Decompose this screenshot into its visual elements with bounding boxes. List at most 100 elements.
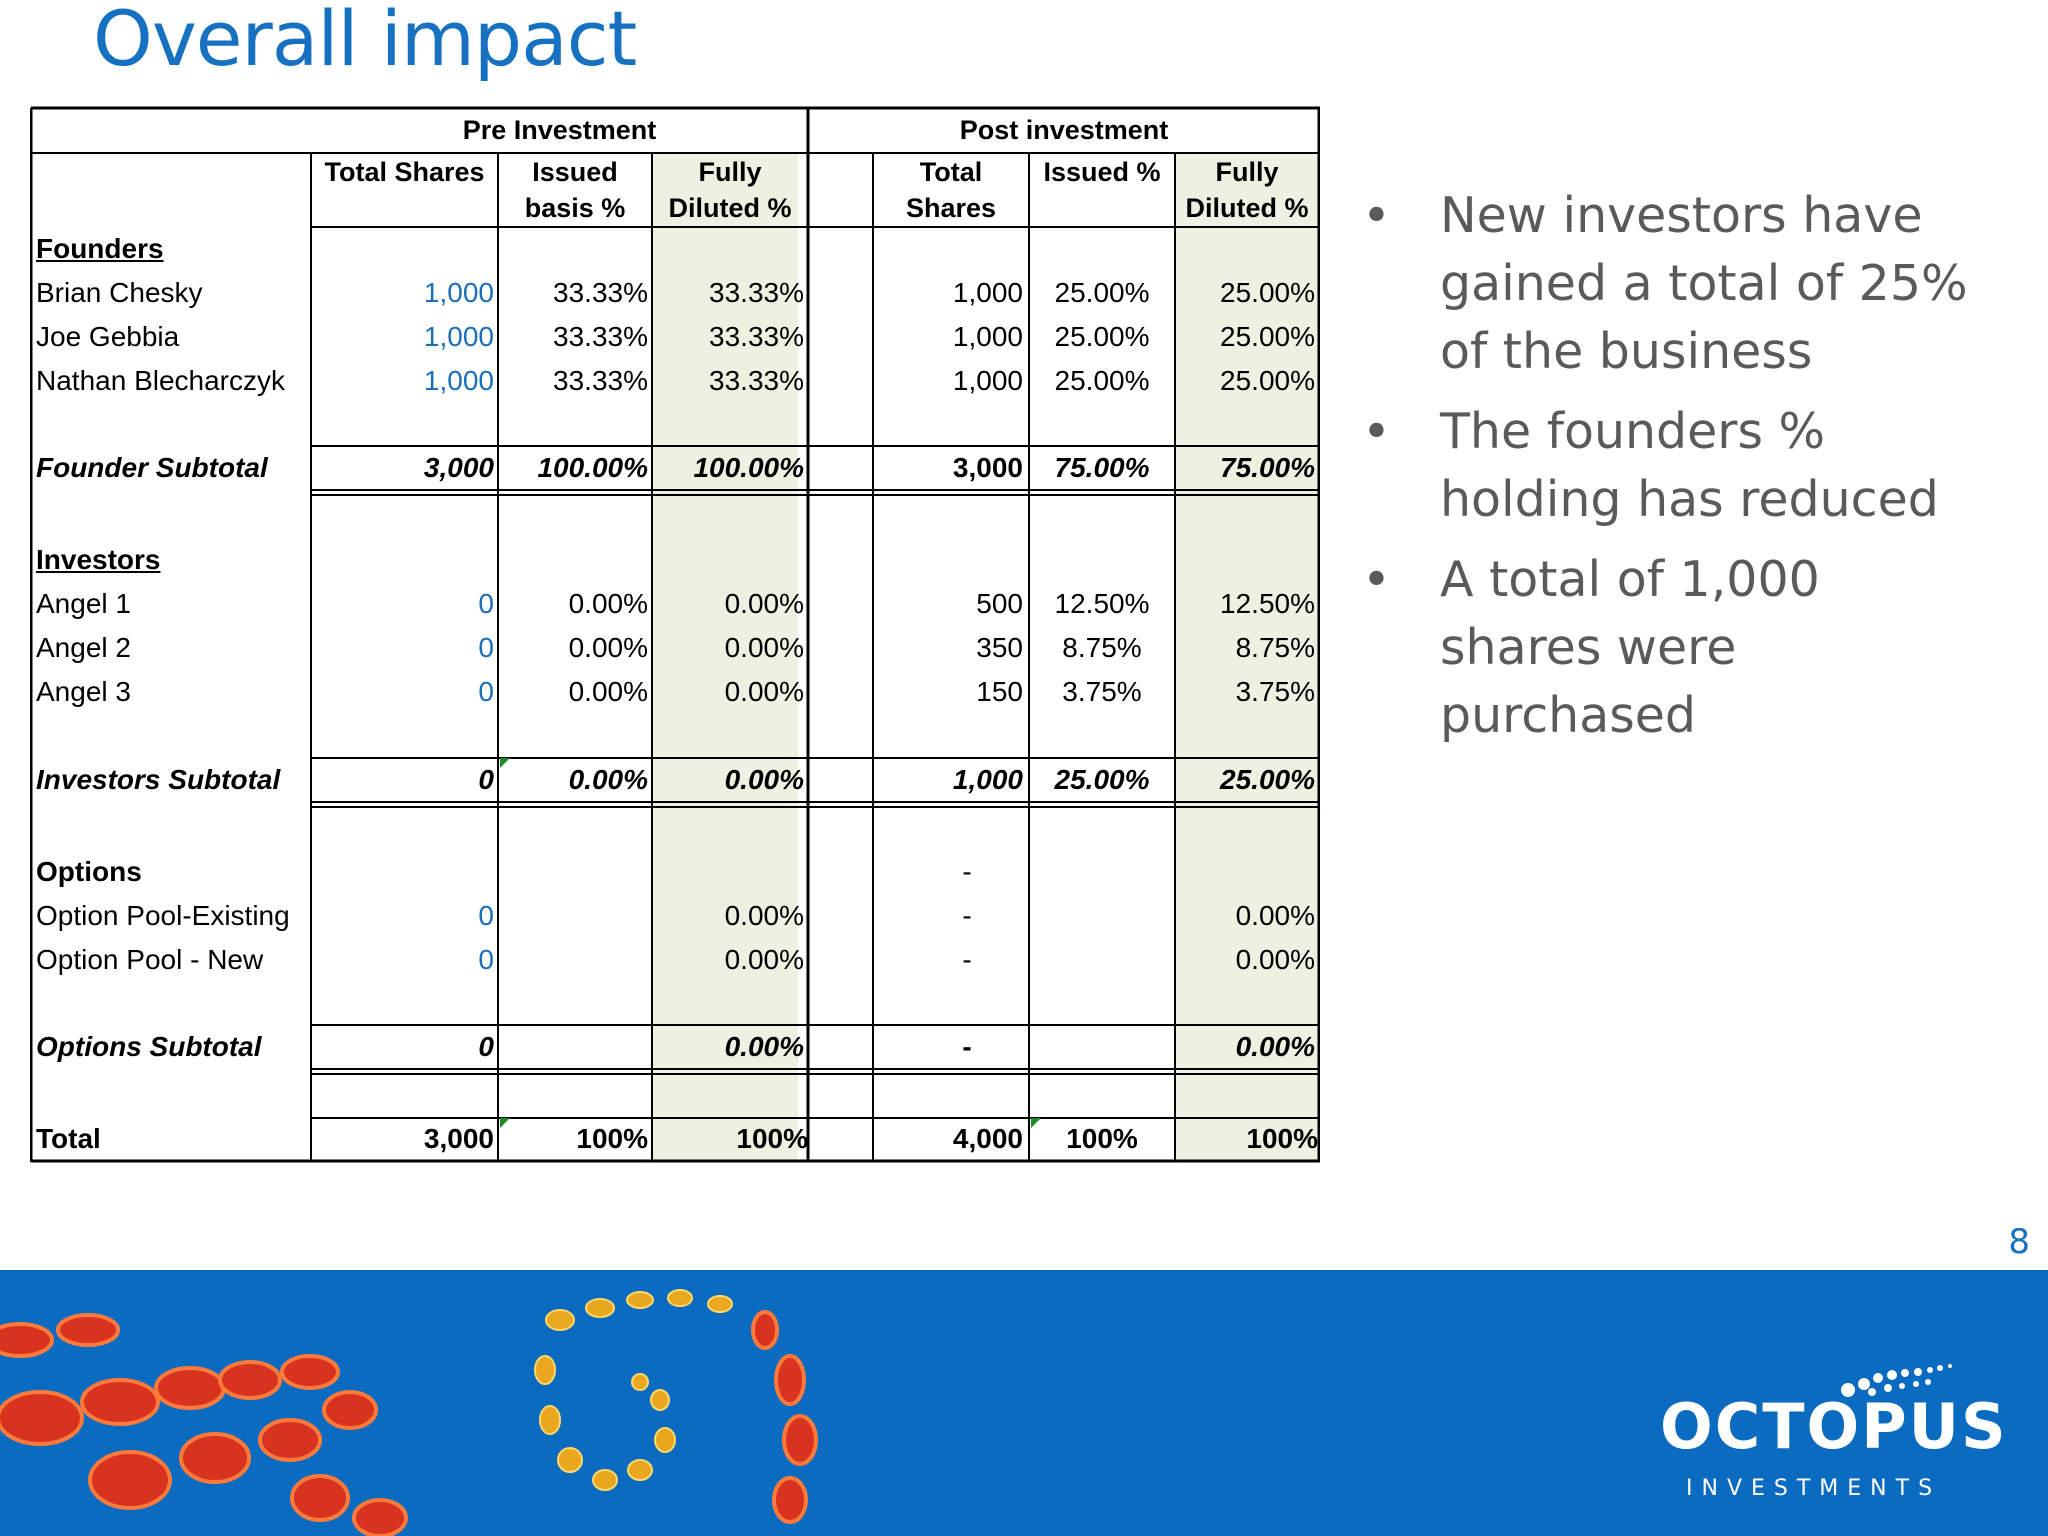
- cell-pre-fd: 0.00%: [724, 1031, 804, 1062]
- bullet-item: • New investors have gained a total of 25…: [1360, 182, 1980, 386]
- cell-post-issued: 100%: [1066, 1123, 1138, 1154]
- cell-post-issued: 12.50%: [1054, 588, 1150, 619]
- cap-table: Pre Investment Post investment Total Sha…: [30, 106, 1320, 1164]
- cell-post-shares: -: [962, 1031, 972, 1062]
- post-investment-header: Post investment: [959, 115, 1169, 145]
- section-founders: Founders: [36, 233, 164, 264]
- row-label: Joe Gebbia: [36, 321, 180, 352]
- cell-pre-shares: 3,000: [423, 452, 494, 483]
- cell-pre-fd: 100.00%: [693, 452, 804, 483]
- col-pre-issued-line1: Issued: [532, 157, 618, 187]
- pre-investment-header: Pre Investment: [462, 115, 657, 145]
- cell-pre-issued: 0.00%: [568, 588, 648, 619]
- cell-post-fd: 100%: [1246, 1123, 1318, 1154]
- cell-post-fd: 75.00%: [1220, 452, 1315, 483]
- cell-post-shares: 4,000: [952, 1123, 1023, 1154]
- cell-pre-fd: 33.33%: [709, 277, 804, 308]
- row-label-subtotal: Options Subtotal: [36, 1031, 262, 1062]
- cell-pre-issued: 33.33%: [553, 277, 648, 308]
- cell-pre-issued: 0.00%: [568, 632, 648, 663]
- cell-pre-fd: 0.00%: [724, 764, 804, 795]
- col-post-fd-line2: Diluted %: [1185, 193, 1309, 223]
- row-label-subtotal: Founder Subtotal: [36, 452, 268, 483]
- cell-post-fd: 8.75%: [1235, 632, 1315, 663]
- cell-pre-shares: 0: [478, 900, 494, 931]
- cell-pre-fd: 0.00%: [724, 632, 804, 663]
- cell-pre-shares: 0: [478, 764, 494, 795]
- section-options: Options: [36, 856, 142, 887]
- cell-post-shares: -: [962, 856, 972, 887]
- cell-pre-shares: 1,000: [423, 277, 494, 308]
- cell-post-fd: 25.00%: [1220, 764, 1315, 795]
- row-label: Nathan Blecharczyk: [36, 365, 286, 396]
- cell-pre-shares: 0: [478, 1031, 494, 1062]
- cell-pre-shares: 0: [478, 588, 494, 619]
- logo-bubbles-icon: [1841, 1364, 1952, 1397]
- cell-post-fd: 0.00%: [1235, 1031, 1315, 1062]
- cell-pre-issued: 0.00%: [568, 676, 648, 707]
- cell-pre-shares: 0: [478, 632, 494, 663]
- bullet-dot: •: [1362, 187, 1391, 244]
- cell-post-fd: 25.00%: [1220, 277, 1315, 308]
- page-number: 8: [2008, 1222, 2030, 1262]
- bullet-item: • The founders % holding has reduced: [1360, 398, 1980, 534]
- section-investors: Investors: [36, 544, 161, 575]
- row-label: Option Pool-Existing: [36, 900, 290, 931]
- cell-post-shares: 3,000: [952, 452, 1023, 483]
- cell-pre-fd: 0.00%: [724, 900, 804, 931]
- cell-post-issued: 25.00%: [1054, 764, 1150, 795]
- cell-post-shares: 150: [976, 676, 1023, 707]
- col-post-total-line1: Total: [919, 157, 983, 187]
- table-grid: [30, 106, 1320, 1163]
- cell-post-shares: 1,000: [952, 321, 1023, 352]
- cell-pre-fd: 0.00%: [724, 676, 804, 707]
- row-label: Angel 2: [36, 632, 131, 663]
- cell-post-issued: 3.75%: [1062, 676, 1142, 707]
- cell-pre-shares: 0: [478, 944, 494, 975]
- cell-post-shares: 1,000: [952, 764, 1023, 795]
- cell-pre-issued: 0.00%: [568, 764, 648, 795]
- col-post-issued: Issued %: [1043, 157, 1161, 187]
- col-pre-fd-line2: Diluted %: [668, 193, 792, 223]
- page-title: Overall impact: [93, 0, 637, 83]
- logo-name: OCTOPUS: [1660, 1390, 2008, 1463]
- cell-post-fd: 25.00%: [1220, 321, 1315, 352]
- cell-pre-issued: 33.33%: [553, 321, 648, 352]
- cell-pre-issued: 100.00%: [537, 452, 648, 483]
- cell-pre-fd: 100%: [736, 1123, 808, 1154]
- cell-pre-shares: 1,000: [423, 321, 494, 352]
- col-pre-total-shares: Total Shares: [324, 157, 485, 187]
- cell-post-fd: 12.50%: [1220, 588, 1315, 619]
- col-post-total-line2: Shares: [905, 193, 997, 223]
- cell-post-shares: 500: [976, 588, 1023, 619]
- cell-post-fd: 3.75%: [1235, 676, 1315, 707]
- cell-pre-issued: 100%: [576, 1123, 648, 1154]
- bullet-item: • A total of 1,000 shares were purchased: [1360, 546, 1980, 750]
- cell-pre-fd: 0.00%: [724, 588, 804, 619]
- octopus-logo: OCTOPUS INVESTMENTS: [1660, 1360, 2006, 1510]
- cell-pre-fd: 33.33%: [709, 365, 804, 396]
- cell-post-issued: 25.00%: [1054, 277, 1150, 308]
- row-label: Brian Chesky: [36, 277, 203, 308]
- row-label: Angel 1: [36, 588, 131, 619]
- bullet-text: A total of 1,000 shares were purchased: [1440, 551, 1820, 744]
- bullet-dot: •: [1362, 551, 1391, 608]
- cell-pre-fd: 0.00%: [724, 944, 804, 975]
- cell-post-shares: -: [962, 900, 972, 931]
- row-label: Angel 3: [36, 676, 131, 707]
- bullet-list: • New investors have gained a total of 25…: [1360, 182, 1980, 762]
- bullet-text: The founders % holding has reduced: [1440, 403, 1939, 528]
- cell-post-shares: 1,000: [952, 365, 1023, 396]
- col-pre-fd-line1: Fully: [698, 157, 762, 187]
- cell-pre-fd: 33.33%: [709, 321, 804, 352]
- cell-pre-shares: 3,000: [423, 1123, 494, 1154]
- cell-pre-shares: 1,000: [423, 365, 494, 396]
- cell-post-shares: -: [962, 944, 972, 975]
- bullet-dot: •: [1362, 403, 1391, 460]
- row-label-subtotal: Investors Subtotal: [36, 764, 281, 795]
- cell-post-issued: 25.00%: [1054, 321, 1150, 352]
- cell-pre-issued: 33.33%: [553, 365, 648, 396]
- decorative-spiral-graphic: [0, 1289, 818, 1536]
- footer-banner: [0, 1270, 2048, 1536]
- cell-post-shares: 350: [976, 632, 1023, 663]
